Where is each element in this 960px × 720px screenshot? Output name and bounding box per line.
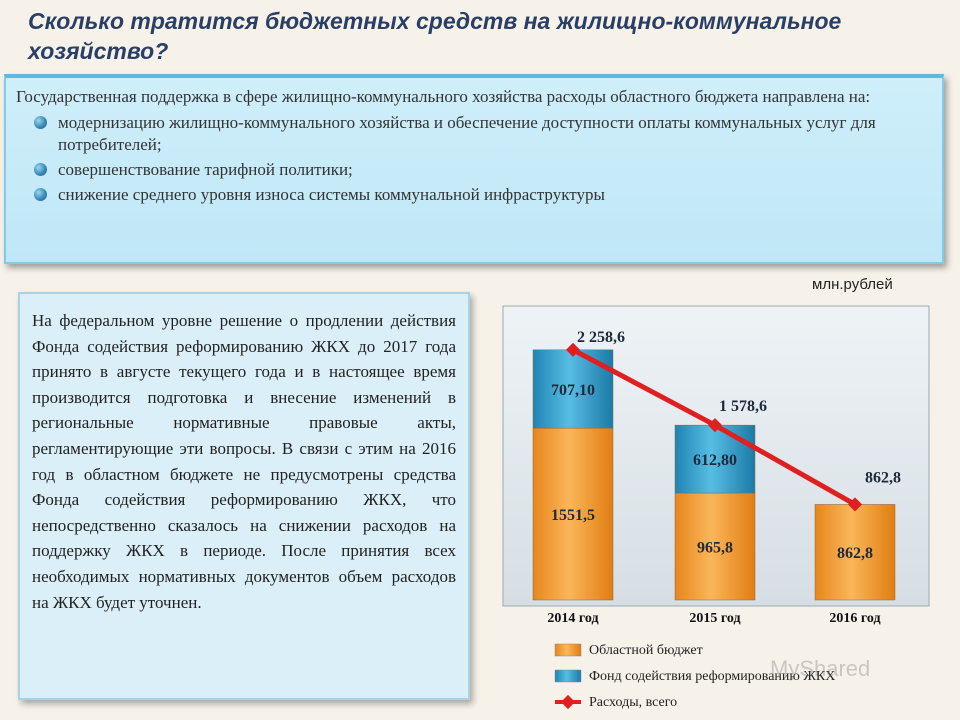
bullet-icon bbox=[34, 188, 47, 201]
intro-list: модернизацию жилищно-коммунального хозяй… bbox=[16, 112, 932, 206]
legend-swatch bbox=[554, 669, 582, 683]
line-point bbox=[707, 418, 723, 433]
bar-regional bbox=[814, 504, 896, 601]
intro-panel: Государственная поддержка в сфере жилищн… bbox=[4, 74, 944, 264]
federal-text-panel: На федеральном уровне решение о продлени… bbox=[18, 292, 470, 700]
line-value-label: 2 258,6 bbox=[577, 329, 625, 346]
x-tick-label: 2015 год bbox=[689, 611, 740, 626]
bullet-icon bbox=[34, 116, 47, 129]
bar-value-label: 965,8 bbox=[697, 540, 733, 557]
chart: 1551,5 707,10 965,8 612,80 862,8 2 258,6 1 57… bbox=[497, 300, 937, 720]
legend-label: Расходы, всего bbox=[589, 695, 677, 710]
x-tick-label: 2014 год bbox=[547, 611, 598, 626]
bar-regional bbox=[532, 427, 614, 601]
bar-value-label: 1551,5 bbox=[551, 507, 595, 524]
bar-fund bbox=[674, 424, 756, 494]
bar-value-label: 707,10 bbox=[551, 382, 595, 399]
legend-label: Фонд содействия реформированию ЖКХ bbox=[589, 669, 835, 684]
bar-value-label: 612,80 bbox=[693, 452, 737, 469]
bullet-icon bbox=[34, 163, 47, 176]
list-item-text: совершенствование тарифной политики; bbox=[58, 160, 353, 179]
intro-lead: Государственная поддержка в сфере жилищн… bbox=[16, 87, 871, 106]
x-tick-label: 2016 год bbox=[829, 611, 880, 626]
legend-line-marker bbox=[560, 694, 576, 710]
chart-svg: 1551,5 707,10 965,8 612,80 862,8 2 258,6 1 57… bbox=[502, 305, 930, 710]
bar-value-label: 862,8 bbox=[837, 545, 873, 562]
legend-swatch bbox=[554, 643, 582, 657]
units-label: млн.рублей bbox=[812, 276, 893, 293]
watermark: MyShared bbox=[770, 656, 871, 681]
page-title: Сколько тратится бюджетных средств на жи… bbox=[28, 8, 842, 64]
line-point bbox=[847, 497, 863, 512]
list-item: снижение среднего уровня износа системы … bbox=[34, 184, 932, 206]
list-item: модернизацию жилищно-коммунального хозяй… bbox=[34, 112, 932, 156]
bar-regional bbox=[674, 492, 756, 601]
line-value-label: 1 578,6 bbox=[719, 398, 767, 415]
list-item-text: снижение среднего уровня износа системы … bbox=[58, 185, 605, 204]
list-item: совершенствование тарифной политики; bbox=[34, 159, 932, 181]
list-item-text: модернизацию жилищно-коммунального хозяй… bbox=[58, 113, 876, 154]
line-value-label: 862,8 bbox=[865, 469, 901, 486]
legend-label: Областной бюджет bbox=[589, 643, 703, 658]
